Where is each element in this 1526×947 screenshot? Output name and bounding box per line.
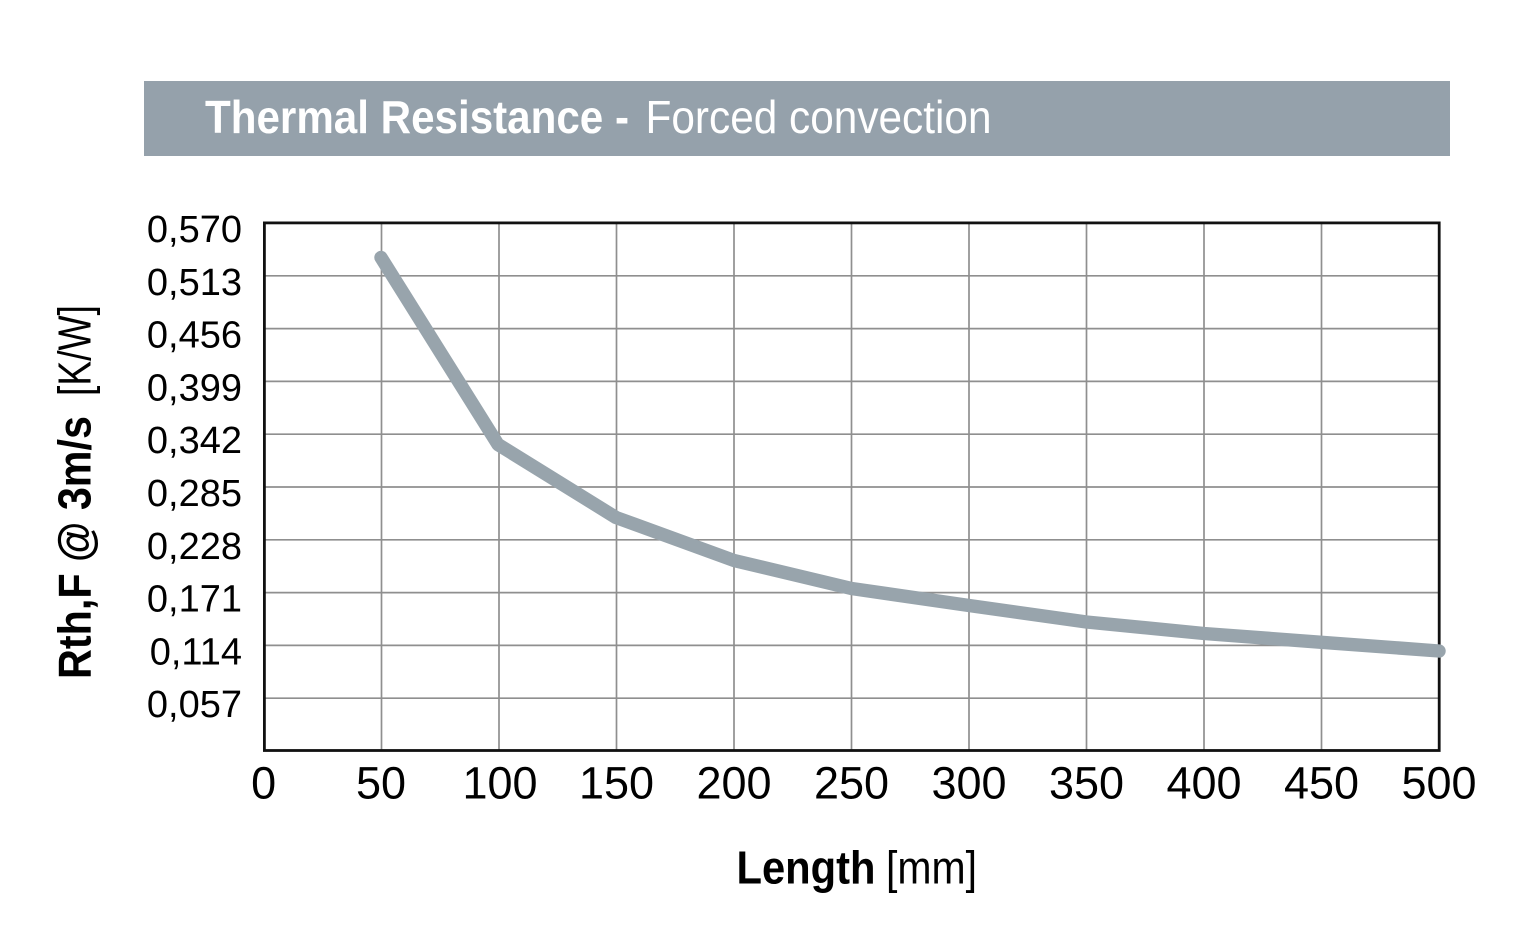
svg-text:0,513: 0,513 [147, 262, 242, 304]
svg-text:Forced convection: Forced convection [646, 91, 992, 143]
svg-text:Thermal Resistance -: Thermal Resistance - [205, 91, 629, 143]
svg-text:250: 250 [814, 758, 889, 809]
svg-text:0,228: 0,228 [147, 526, 242, 568]
svg-text:500: 500 [1401, 758, 1476, 809]
svg-text:400: 400 [1166, 758, 1241, 809]
svg-text:0,285: 0,285 [147, 473, 242, 515]
svg-text:0,399: 0,399 [147, 367, 242, 409]
svg-text:0,171: 0,171 [147, 579, 242, 621]
svg-text:0,114: 0,114 [150, 631, 242, 673]
svg-text:450: 450 [1284, 758, 1359, 809]
svg-text:0,570: 0,570 [147, 209, 242, 251]
svg-text:Rth,F @ 3m/s: Rth,F @ 3m/s [49, 416, 101, 679]
svg-text:0,342: 0,342 [147, 420, 242, 462]
svg-text:0,456: 0,456 [147, 315, 242, 357]
svg-text:200: 200 [696, 758, 771, 809]
svg-text:0,057: 0,057 [147, 684, 242, 726]
svg-text:150: 150 [579, 758, 654, 809]
svg-text:Length: Length [737, 842, 876, 894]
svg-text:50: 50 [356, 758, 406, 809]
svg-text:[K/W]: [K/W] [49, 305, 101, 396]
svg-text:100: 100 [462, 758, 537, 809]
svg-text:0: 0 [251, 758, 276, 809]
svg-text:350: 350 [1049, 758, 1124, 809]
svg-text:[mm]: [mm] [886, 842, 977, 894]
svg-text:300: 300 [931, 758, 1006, 809]
